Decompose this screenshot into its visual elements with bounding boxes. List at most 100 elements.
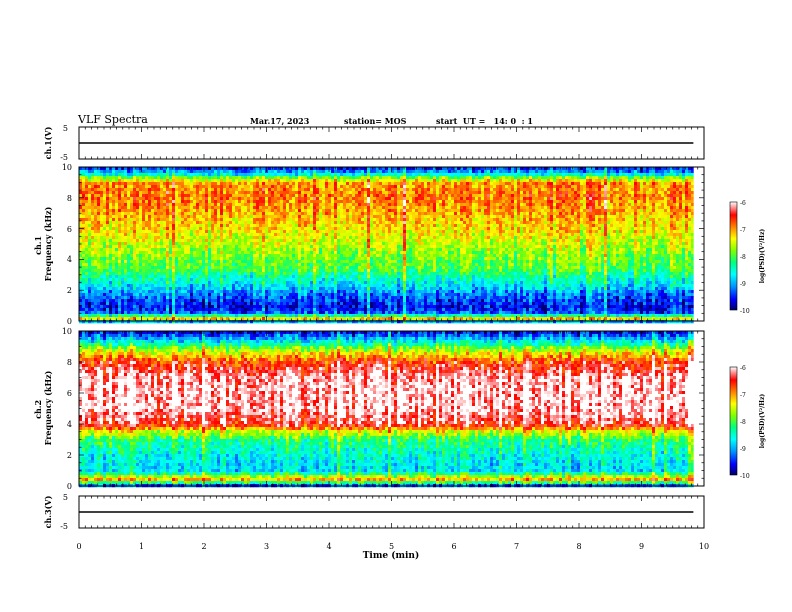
spectrogram-cell [397, 188, 401, 192]
spectrogram-cell [175, 170, 179, 174]
spectrogram-cell [643, 230, 647, 234]
spectrogram-cell [136, 179, 140, 183]
spectrogram-cell [433, 227, 437, 231]
date-label: Mar.17, 2023 [250, 116, 309, 126]
spectrogram-cell [484, 221, 488, 225]
spectrogram-cell [340, 230, 344, 234]
panel-ch1-waveform: 5 -5 ch.1(V) [43, 124, 705, 162]
spectrogram-cell [439, 218, 443, 222]
spectrogram-cell [508, 227, 512, 231]
spectrogram-cell [208, 221, 212, 225]
spectrogram-cell [274, 230, 278, 234]
spectrogram-cell [487, 191, 491, 195]
spectrogram-cell [568, 188, 572, 192]
spectrogram-cell [511, 200, 515, 204]
spectrogram-cell [358, 215, 362, 219]
spectrogram-cell [256, 209, 260, 213]
spectrogram-cell [316, 212, 320, 216]
spectrogram-cell [457, 179, 461, 183]
spectrogram-cell [523, 203, 527, 207]
spectrogram-cell [391, 170, 395, 174]
spectrogram-cell [667, 176, 671, 180]
spectrogram-cell [565, 227, 569, 231]
spectrogram-cell [304, 185, 308, 189]
spectrogram-cell [493, 221, 497, 225]
spectrogram-cell [226, 179, 230, 183]
spectrogram-cell [580, 182, 584, 186]
spectrogram-cell [229, 230, 233, 234]
spectrogram-cell [514, 200, 518, 204]
spectrogram-cell [127, 191, 131, 195]
spectrogram-cell [436, 227, 440, 231]
spectrogram-cell [100, 185, 104, 189]
spectrogram-cell [160, 206, 164, 210]
spectrogram-cell [208, 215, 212, 219]
spectrogram-cell [589, 206, 593, 210]
spectrogram-cell [451, 230, 455, 234]
spectrogram-cell [421, 176, 425, 180]
spectrogram-cell [202, 191, 206, 195]
spectrogram-cell [361, 227, 365, 231]
spectrogram-cell [406, 209, 410, 213]
spectrogram-cell [589, 194, 593, 198]
spectrogram-cell [469, 212, 473, 216]
spectrogram-cell [172, 179, 176, 183]
spectrogram-cell [106, 215, 110, 219]
spectrogram-cell [601, 221, 605, 225]
spectrogram-cell [442, 188, 446, 192]
spectrogram-cell [685, 206, 689, 210]
spectrogram-cell [331, 194, 335, 198]
spectrogram-cell [358, 203, 362, 207]
spectrogram-cell [133, 206, 137, 210]
spectrogram-cell [274, 182, 278, 186]
spectrogram-cell [436, 218, 440, 222]
spectrogram-cell [457, 182, 461, 186]
spectrogram-cell [382, 230, 386, 234]
spectrogram-cell [346, 170, 350, 174]
spectrogram-cell [505, 167, 509, 171]
spectrogram-cell [619, 224, 623, 228]
spectrogram-cell [646, 221, 650, 225]
spectrogram-cell [256, 191, 260, 195]
spectrogram-cell [268, 206, 272, 210]
spectrogram-cell [220, 170, 224, 174]
spectrogram-cell [292, 227, 296, 231]
spectrogram-cell [664, 230, 668, 234]
spectrogram-cell [544, 194, 548, 198]
spectrogram-cell [604, 227, 608, 231]
spectrogram-cell [580, 233, 584, 237]
spectrogram-cell [667, 182, 671, 186]
spectrogram-cell [427, 170, 431, 174]
spectrogram-cell [613, 185, 617, 189]
spectrogram-cell [247, 197, 251, 201]
spectrogram-cell [91, 182, 95, 186]
spectrogram-cell [277, 197, 281, 201]
spectrogram-cell [415, 200, 419, 204]
spectrogram-cell [328, 215, 332, 219]
spectrogram-cell [346, 185, 350, 189]
spectrogram-cell [100, 188, 104, 192]
spectrogram-cell [550, 206, 554, 210]
spectrogram-cell [514, 218, 518, 222]
spectrogram-cell [427, 179, 431, 183]
spectrogram-cell [325, 203, 329, 207]
spectrogram-cell [211, 194, 215, 198]
spectrogram-cell [136, 194, 140, 198]
spectrogram-cell [418, 221, 422, 225]
spectrogram-cell [418, 212, 422, 216]
spectrogram-cell [574, 221, 578, 225]
spectrogram-cell [337, 203, 341, 207]
spectrogram-cell [229, 212, 233, 216]
spectrogram-cell [115, 230, 119, 234]
spectrogram-cell [556, 173, 560, 177]
spectrogram-cell [625, 203, 629, 207]
spectrogram-cell [610, 221, 614, 225]
spectrogram-cell [364, 212, 368, 216]
spectrogram-cell [484, 173, 488, 177]
spectrogram-cell [424, 203, 428, 207]
spectrogram-cell [475, 176, 479, 180]
spectrogram-cell [448, 176, 452, 180]
spectrogram-cell [118, 182, 122, 186]
spectrogram-cell [400, 188, 404, 192]
spectrogram-cell [415, 215, 419, 219]
